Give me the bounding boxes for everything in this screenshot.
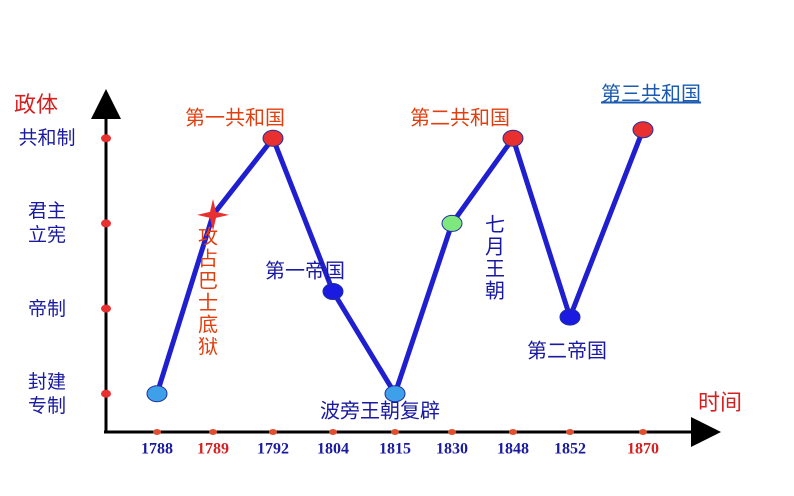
x-tick-label: 1852: [554, 441, 586, 458]
x-tick-label: 1788: [141, 441, 173, 458]
annotation: 第一帝国: [265, 259, 345, 283]
x-tick: [566, 429, 574, 435]
point: [632, 121, 654, 139]
x-tick: [509, 429, 517, 435]
y-tick: [101, 219, 111, 228]
x-tick: [269, 429, 277, 435]
x-tick-label: 1792: [257, 441, 289, 458]
y-tick-label: 帝制: [28, 297, 67, 320]
point: [146, 385, 168, 403]
x-tick-label: 1815: [379, 441, 411, 458]
point: [262, 129, 284, 147]
y-axis-label: 政体: [14, 93, 58, 118]
x-tick: [209, 429, 217, 435]
x-tick: [448, 429, 456, 435]
x-axis-label: 时间: [698, 391, 742, 416]
y-tick: [101, 134, 111, 143]
point: [197, 198, 229, 231]
x-tick: [639, 429, 647, 435]
x-tick-label: 1830: [436, 441, 468, 458]
y-tick-label: 封建专制: [28, 370, 67, 417]
point: [441, 214, 463, 232]
annotation: 第一共和国: [185, 106, 285, 130]
point: [322, 283, 344, 301]
y-tick-label: 共和制: [18, 127, 76, 150]
y-tick-label: 君主立宪: [28, 200, 67, 247]
annotation: 第二帝国: [527, 339, 607, 363]
x-tick: [153, 429, 161, 435]
point: [559, 308, 581, 326]
x-tick-label: 1848: [497, 441, 529, 458]
point: [502, 129, 524, 147]
x-tick-label: 1870: [627, 441, 659, 458]
x-tick: [329, 429, 337, 435]
x-tick-label: 1804: [317, 441, 349, 458]
annotation: 第二共和国: [410, 106, 510, 130]
annotation: 七月王朝: [482, 214, 506, 302]
x-tick-label: 1789: [197, 441, 229, 458]
y-tick: [101, 389, 111, 398]
annotation: 攻占巴士底狱: [195, 226, 219, 358]
x-tick: [391, 429, 399, 435]
annotation: 第三共和国: [601, 82, 701, 106]
point: [384, 385, 406, 403]
y-tick: [101, 304, 111, 313]
annotation: 波旁王朝复辟: [320, 399, 440, 423]
